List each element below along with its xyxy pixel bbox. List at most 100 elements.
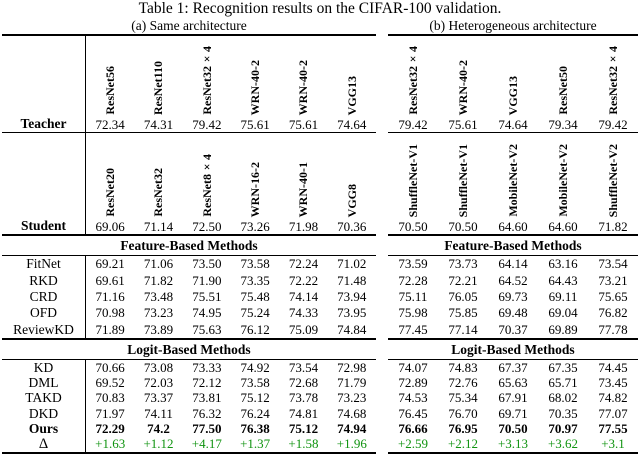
score-cell: 72.98 xyxy=(337,359,367,375)
model-score: 79.42 xyxy=(598,117,628,132)
model-name-wrap: ShuffleNet-V1 xyxy=(457,133,469,219)
model-name: ResNet56 xyxy=(104,66,117,115)
row-values: 75.98 75.85 69.48 69.04 76.82 xyxy=(388,305,638,321)
score-cell: 76.32 xyxy=(192,405,222,421)
score-cell: 73.89 xyxy=(143,321,174,337)
score-cell: 64.52 xyxy=(498,272,528,288)
score-cell: 75.63 xyxy=(192,321,222,337)
model-score: 74.31 xyxy=(143,117,174,132)
model-score: 79.42 xyxy=(192,117,222,132)
model-column: MobileNet-V2 64.60 xyxy=(538,133,588,234)
model-name-wrap: VGG13 xyxy=(346,36,358,117)
method-row: 72.28 72.21 64.52 64.43 73.21 xyxy=(388,272,638,288)
model-column: ResNet50 79.34 xyxy=(538,36,588,132)
score-cell: 73.58 xyxy=(240,375,270,390)
score-cell: 72.76 xyxy=(448,375,478,390)
score-cell: 75.11 xyxy=(398,289,428,305)
method-label: CRD xyxy=(2,288,86,306)
model-name: VGG13 xyxy=(345,75,358,115)
score-cell: 69.73 xyxy=(498,289,528,305)
model-score: 69.06 xyxy=(95,219,125,234)
model-columns: ResNet32×4 79.42 WRN-40-2 75.61 VGG13 74.64 Re… xyxy=(388,36,638,132)
method-row: RKD 69.61 71.82 71.90 73.35 72.22 71.48 xyxy=(2,272,376,289)
model-score: 71.98 xyxy=(288,219,319,234)
model-column: ResNet32×4 79.42 xyxy=(183,36,231,132)
score-cell: 73.58 xyxy=(240,256,270,272)
model-name-wrap: WRN-16-2 xyxy=(249,133,261,219)
score-cell: 74.94 xyxy=(337,420,367,436)
method-label: DKD xyxy=(2,406,86,422)
method-row: OFD 70.98 73.23 74.95 75.24 74.33 73.95 xyxy=(2,305,376,322)
score-cell: 64.14 xyxy=(498,256,528,272)
model-score: 72.34 xyxy=(95,117,125,132)
score-cell: 75.51 xyxy=(192,289,222,305)
model-column: VGG13 74.64 xyxy=(328,36,376,132)
score-cell: 74.07 xyxy=(398,359,428,375)
method-row: 75.98 75.85 69.48 69.04 76.82 xyxy=(388,305,638,321)
model-column: ResNet32×4 79.42 xyxy=(588,36,638,132)
model-name-wrap: VGG8 xyxy=(346,133,358,219)
score-cell: 74.68 xyxy=(337,405,367,421)
score-cell: 73.23 xyxy=(143,305,174,321)
score-cell: 76.24 xyxy=(240,405,270,421)
row-values: 69.21 71.06 73.50 73.58 72.24 71.02 xyxy=(86,256,376,272)
row-values: 70.98 73.23 74.95 75.24 74.33 73.95 xyxy=(86,305,376,321)
method-row: Δ +1.63 +1.12 +4.17 +1.37 +1.58 +1.96 xyxy=(2,436,376,452)
section-header: Feature-Based Methods xyxy=(388,236,638,256)
score-cell: 75.98 xyxy=(398,305,428,321)
row-values: 74.07 74.83 67.37 67.35 74.45 xyxy=(388,360,638,375)
model-name-wrap: ResNet32×4 xyxy=(407,36,419,117)
model-column: ResNet32×4 79.42 xyxy=(388,36,438,132)
score-cell: 74.81 xyxy=(288,405,319,421)
score-cell: 69.89 xyxy=(548,321,578,337)
score-cell: 67.35 xyxy=(548,359,578,375)
score-cell: 69.21 xyxy=(95,256,125,272)
model-score: 75.61 xyxy=(448,117,478,132)
delta-value: +4.17 xyxy=(191,436,222,452)
score-cell: 74.2 xyxy=(147,420,170,436)
score-cell: 73.54 xyxy=(288,359,319,375)
method-row: 72.89 72.76 65.63 65.71 73.45 xyxy=(388,375,638,390)
model-columns: ShuffleNet-V1 70.50 ShuffleNet-V1 70.50 Mobi… xyxy=(388,133,638,234)
model-score: 70.50 xyxy=(398,219,428,234)
score-cell: 77.14 xyxy=(448,321,478,337)
method-row: 76.45 76.70 69.71 70.35 77.07 xyxy=(388,406,638,421)
model-name: ShuffleNet-V1 xyxy=(407,143,419,217)
model-column: WRN-40-2 75.61 xyxy=(279,36,327,132)
model-column: ShuffleNet-V2 71.82 xyxy=(588,133,638,234)
score-cell: 74.11 xyxy=(144,405,173,421)
section-rows: 73.59 73.73 64.14 63.16 73.54 72.28 72.21 64.52… xyxy=(388,256,638,340)
model-name: ResNet32×4 xyxy=(200,46,213,115)
delta-value: +1.12 xyxy=(143,436,174,452)
score-cell: 73.94 xyxy=(337,289,367,305)
score-cell: 77.78 xyxy=(598,321,628,337)
score-cell: 71.06 xyxy=(143,256,174,272)
score-cell: 74.14 xyxy=(288,289,319,305)
student-block: Student ResNet20 69.06 ResNet32 71.14 ResNet8… xyxy=(2,133,376,236)
delta-value: +3.62 xyxy=(547,436,579,452)
section-header: Logit-Based Methods xyxy=(388,340,638,360)
score-cell: 69.61 xyxy=(95,272,125,288)
model-name: MobileNet-V2 xyxy=(557,144,569,217)
score-cell: 71.79 xyxy=(337,375,367,390)
caption-same-architecture: (a) Same architecture xyxy=(131,18,247,33)
model-name-wrap: ResNet56 xyxy=(104,36,116,117)
method-row: +2.59 +2.12 +3.13 +3.62 +3.1 xyxy=(388,436,638,452)
model-column: ResNet56 72.34 xyxy=(86,36,134,132)
method-row: Ours 72.29 74.2 77.50 76.38 75.12 74.94 xyxy=(2,420,376,437)
score-cell: 73.08 xyxy=(143,359,174,375)
score-cell: 67.37 xyxy=(498,359,528,375)
score-cell: 73.81 xyxy=(192,390,222,406)
score-cell: 76.05 xyxy=(448,289,478,305)
score-cell: 72.12 xyxy=(192,375,222,390)
score-cell: 63.16 xyxy=(548,256,578,272)
score-cell: 76.45 xyxy=(398,405,428,421)
method-row: 74.07 74.83 67.37 67.35 74.45 xyxy=(388,360,638,375)
model-name: VGG8 xyxy=(345,183,358,217)
model-name-wrap: ResNet8×4 xyxy=(201,133,213,219)
model-score: 71.14 xyxy=(143,219,174,234)
score-cell: 69.71 xyxy=(498,405,528,421)
model-name-wrap: ResNet32×4 xyxy=(607,36,619,117)
method-row: 73.59 73.73 64.14 63.16 73.54 xyxy=(388,256,638,272)
method-row: TAKD 70.83 73.37 73.81 75.12 73.78 73.23 xyxy=(2,390,376,406)
